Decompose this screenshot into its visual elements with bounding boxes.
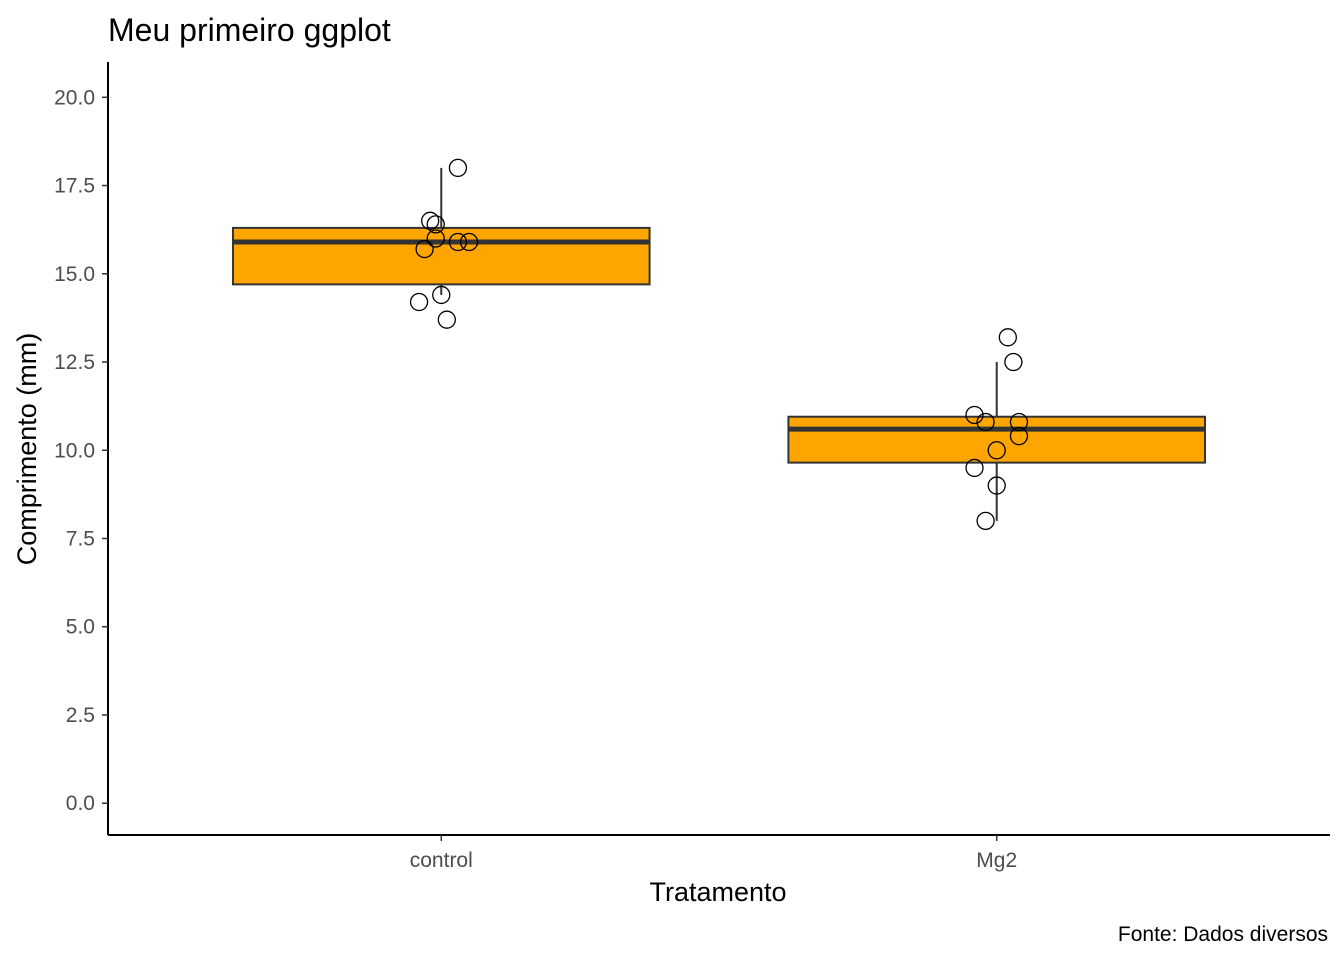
data-point bbox=[437, 310, 456, 329]
data-point bbox=[426, 215, 445, 234]
data-point bbox=[415, 239, 434, 259]
box-iqr bbox=[787, 415, 1207, 464]
data-point bbox=[448, 158, 468, 178]
data-point bbox=[965, 458, 984, 478]
box-group-Mg2 bbox=[787, 328, 1207, 531]
box-iqr bbox=[231, 226, 651, 286]
data-point bbox=[998, 328, 1017, 347]
y-tick-label: 2.5 bbox=[66, 704, 95, 727]
data-point bbox=[448, 232, 468, 252]
data-point bbox=[976, 511, 995, 531]
y-tick-label: 17.5 bbox=[54, 175, 95, 198]
y-tick-label: 10.0 bbox=[54, 439, 95, 462]
data-point bbox=[1009, 412, 1029, 432]
data-point bbox=[432, 285, 451, 305]
box-group-control bbox=[231, 158, 651, 329]
data-point bbox=[976, 412, 995, 432]
y-tick-label: 15.0 bbox=[54, 263, 95, 286]
plot-area bbox=[231, 158, 1207, 531]
data-point bbox=[987, 441, 1006, 460]
y-tick-label: 5.0 bbox=[66, 616, 95, 639]
chart-caption: Fonte: Dados diversos bbox=[1118, 923, 1328, 946]
data-point bbox=[421, 211, 440, 230]
x-tick-label: control bbox=[410, 849, 473, 872]
data-point bbox=[965, 405, 984, 425]
data-point bbox=[987, 476, 1006, 495]
data-point bbox=[1004, 352, 1023, 372]
x-axis-title: Tratamento bbox=[649, 877, 786, 907]
y-tick-label: 20.0 bbox=[54, 86, 95, 109]
data-point bbox=[459, 232, 479, 252]
y-axis-title: Comprimento (mm) bbox=[12, 333, 42, 566]
data-point bbox=[409, 292, 429, 312]
chart-title: Meu primeiro ggplot bbox=[108, 12, 391, 48]
x-tick-label: Mg2 bbox=[976, 849, 1017, 872]
y-tick-label: 0.0 bbox=[66, 792, 95, 815]
y-tick-label: 12.5 bbox=[54, 351, 95, 374]
data-point bbox=[1009, 426, 1029, 446]
y-tick-label: 7.5 bbox=[66, 528, 95, 551]
x-axis: control Mg2 bbox=[410, 835, 1017, 872]
y-axis: 0.0 2.5 5.0 7.5 10.0 12.5 15.0 17.5 20.0 bbox=[54, 86, 108, 815]
data-point bbox=[426, 229, 445, 248]
